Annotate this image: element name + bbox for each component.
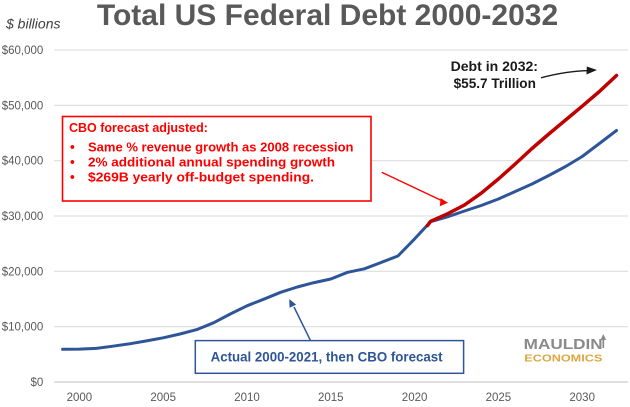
svg-text:MAULDIN: MAULDIN	[524, 337, 603, 353]
svg-text:2020: 2020	[402, 392, 428, 404]
svg-text:$60,000: $60,000	[2, 45, 44, 57]
svg-text:•: •	[70, 140, 75, 155]
svg-text:2% additional annual spending: 2% additional annual spending growth	[88, 156, 335, 170]
svg-text:2030: 2030	[569, 392, 595, 404]
svg-text:ECONOMICS: ECONOMICS	[524, 353, 602, 364]
svg-text:CBO forecast adjusted:: CBO forecast adjusted:	[69, 121, 208, 135]
svg-text:Actual 2000-2021, then CBO for: Actual 2000-2021, then CBO forecast	[211, 350, 443, 365]
svg-text:2025: 2025	[486, 392, 512, 404]
svg-text:$0: $0	[31, 377, 44, 389]
svg-text:$50,000: $50,000	[2, 100, 44, 112]
svg-text:•: •	[70, 155, 75, 170]
svg-text:$ billions: $ billions	[5, 16, 60, 32]
svg-text:2015: 2015	[318, 392, 344, 404]
svg-text:$40,000: $40,000	[2, 156, 44, 168]
svg-text:$10,000: $10,000	[2, 322, 44, 334]
svg-text:$30,000: $30,000	[2, 211, 44, 223]
svg-text:2005: 2005	[150, 392, 176, 404]
svg-text:$55.7 Trillion: $55.7 Trillion	[454, 76, 536, 91]
svg-text:Total US Federal Debt 2000-203: Total US Federal Debt 2000-2032	[97, 0, 558, 32]
svg-text:$269B yearly off-budget spendi: $269B yearly off-budget spending.	[88, 171, 314, 185]
svg-text:2010: 2010	[234, 392, 260, 404]
svg-text:$20,000: $20,000	[2, 266, 44, 278]
svg-text:•: •	[70, 170, 75, 185]
svg-text:2000: 2000	[67, 392, 93, 404]
svg-text:Same % revenue growth as 2008: Same % revenue growth as 2008 recession	[88, 141, 354, 155]
svg-text:Debt in 2032:: Debt in 2032:	[451, 59, 538, 74]
